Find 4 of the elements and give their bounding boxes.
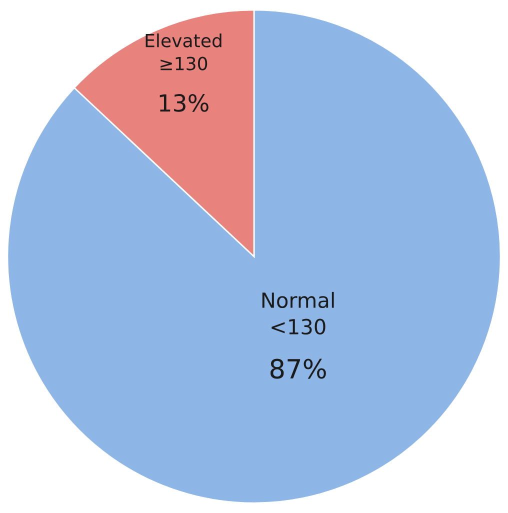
slice-label: Normal <130 <box>262 292 334 335</box>
slice-label: Elevated ≥130 <box>146 33 222 70</box>
data-label: 13% <box>160 94 208 112</box>
data-label: 87% <box>270 358 326 379</box>
